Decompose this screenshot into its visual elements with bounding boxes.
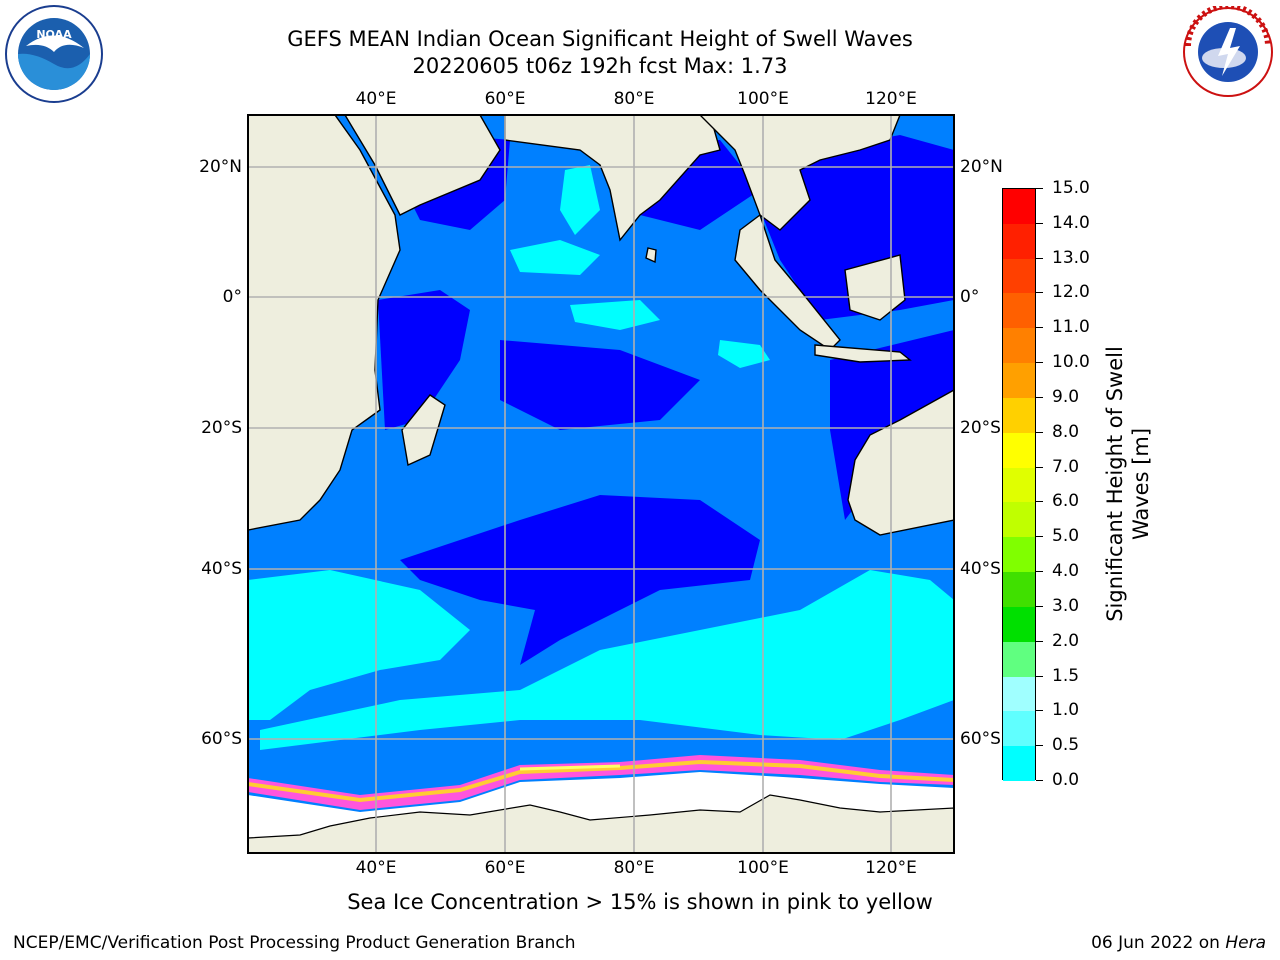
colorbar-segment — [1003, 467, 1035, 503]
colorbar-tick — [1036, 222, 1043, 224]
lat-tick-right: 20°S — [960, 418, 1001, 438]
colorbar-segment — [1003, 328, 1035, 364]
chart-title: GEFS MEAN Indian Ocean Significant Heigh… — [287, 27, 913, 51]
colorbar-tick-label: 7.0 — [1052, 456, 1080, 477]
lat-tick-left: 0° — [222, 287, 242, 307]
colorbar-segment — [1003, 258, 1035, 294]
colorbar-segment — [1003, 676, 1035, 712]
colorbar-segment — [1003, 606, 1035, 643]
lat-tick-left: 20°N — [199, 157, 242, 177]
colorbar-tick-label: 13.0 — [1052, 247, 1090, 268]
colorbar-tick — [1036, 362, 1043, 364]
colorbar-segment — [1003, 641, 1035, 678]
colorbar-tick — [1036, 675, 1043, 677]
colorbar-segment — [1003, 363, 1035, 399]
chart-subtitle: 20220605 t06z 192h fcst Max: 1.73 — [412, 54, 788, 78]
colorbar-tick-label: 2.0 — [1052, 630, 1080, 651]
lon-tick-top: 40°E — [355, 89, 397, 109]
colorbar-segment — [1003, 397, 1035, 434]
colorbar-tick-label: 10.0 — [1052, 352, 1090, 373]
footer-host: Hera — [1225, 933, 1266, 953]
footer-date: 06 Jun 2022 on Hera — [1091, 933, 1266, 953]
svg-text:NOAA: NOAA — [36, 28, 72, 41]
colorbar-tick — [1036, 745, 1043, 747]
colorbar-tick — [1036, 571, 1043, 573]
lon-tick-bottom: 40°E — [355, 858, 397, 878]
colorbar-tick-label: 4.0 — [1052, 561, 1080, 582]
lon-tick-bottom: 80°E — [613, 858, 655, 878]
lat-tick-right: 0° — [960, 287, 980, 307]
colorbar-tick-label: 11.0 — [1052, 317, 1090, 338]
sea-ice-note: Sea Ice Concentration > 15% is shown in … — [347, 890, 933, 914]
colorbar-tick-label: 0.5 — [1052, 735, 1080, 756]
colorbar-tick-label: 15.0 — [1052, 178, 1090, 198]
antarctica-land — [247, 794, 955, 854]
colorbar-segment — [1003, 502, 1035, 538]
colorbar-tick-label: 6.0 — [1052, 491, 1080, 512]
lon-tick-top: 100°E — [737, 89, 789, 109]
colorbar-tick — [1036, 710, 1043, 712]
sea-ice-band — [247, 755, 955, 810]
colorbar-segment — [1003, 223, 1035, 260]
colorbar-title: Significant Height of Swell Waves [m] — [1102, 346, 1154, 622]
colorbar-tick-label: 1.5 — [1052, 665, 1080, 686]
colorbar-tick — [1036, 431, 1043, 433]
colorbar-tick-label: 1.0 — [1052, 700, 1080, 721]
colorbar-segment — [1003, 537, 1035, 573]
footer-date-text: 06 Jun 2022 on — [1091, 933, 1226, 953]
colorbar-title-line2: Waves [m] — [1129, 427, 1153, 541]
colorbar — [1002, 188, 1036, 782]
colorbar-tick — [1036, 292, 1043, 294]
colorbar-title-line1: Significant Height of Swell — [1103, 346, 1127, 622]
colorbar-tick — [1036, 257, 1043, 259]
colorbar-tick-label: 9.0 — [1052, 386, 1080, 407]
colorbar-tick — [1036, 501, 1043, 503]
colorbar-tick — [1036, 640, 1043, 642]
map-frame — [247, 114, 955, 854]
colorbar-segment — [1003, 572, 1035, 608]
colorbar-tick — [1036, 536, 1043, 538]
colorbar-tick-label: 12.0 — [1052, 282, 1090, 303]
colorbar-tick-label: 14.0 — [1052, 212, 1090, 233]
colorbar-tick-label: 3.0 — [1052, 595, 1080, 616]
colorbar-segment — [1003, 711, 1035, 747]
lon-tick-top: 80°E — [613, 89, 655, 109]
noaa-logo: NOAA — [5, 5, 103, 103]
colorbar-segment — [1003, 189, 1035, 225]
high-swell-regions — [248, 165, 954, 750]
colorbar-tick-label: 5.0 — [1052, 526, 1080, 547]
colorbar-tick — [1036, 605, 1043, 607]
colorbar-tick — [1036, 466, 1043, 468]
footer-credit: NCEP/EMC/Verification Post Processing Pr… — [13, 933, 576, 953]
lat-tick-left: 40°S — [201, 559, 242, 579]
lon-tick-bottom: 100°E — [737, 858, 789, 878]
graticule — [248, 115, 954, 853]
colorbar-segment — [1003, 746, 1035, 782]
colorbar-tick-label: 0.0 — [1052, 770, 1080, 790]
colorbar-tick-label: 8.0 — [1052, 421, 1080, 442]
lon-tick-top: 120°E — [865, 89, 917, 109]
land-masses — [247, 114, 955, 536]
colorbar-tick — [1036, 396, 1043, 398]
lat-tick-right: 60°S — [960, 729, 1001, 749]
lat-tick-right: 20°N — [960, 157, 1003, 177]
nws-logo — [1183, 6, 1273, 97]
lon-tick-bottom: 60°E — [484, 858, 526, 878]
lat-tick-left: 20°S — [201, 418, 242, 438]
lon-tick-bottom: 120°E — [865, 858, 917, 878]
colorbar-tick — [1036, 327, 1043, 329]
lon-tick-top: 60°E — [484, 89, 526, 109]
colorbar-tick — [1036, 780, 1043, 781]
lat-tick-left: 60°S — [201, 729, 242, 749]
colorbar-segment — [1003, 293, 1035, 329]
colorbar-tick — [1036, 188, 1043, 189]
colorbar-segment — [1003, 432, 1035, 469]
lat-tick-right: 40°S — [960, 559, 1001, 579]
